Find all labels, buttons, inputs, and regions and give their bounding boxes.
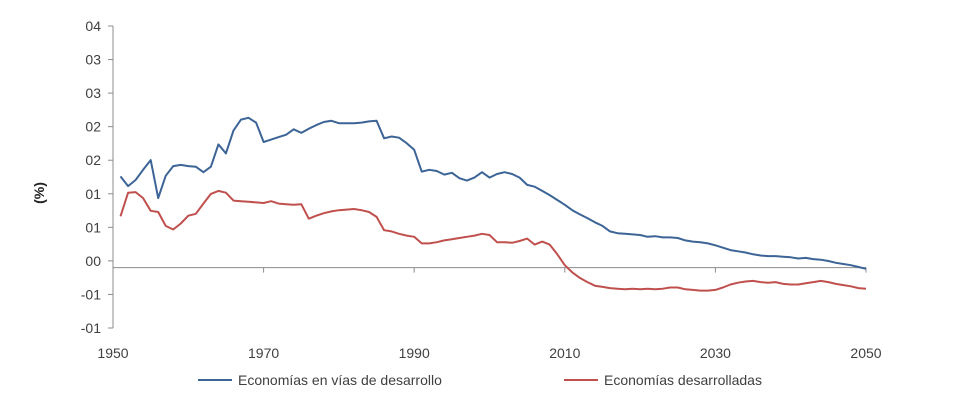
y-tick-label: 01 — [85, 186, 101, 202]
y-axis-label-group: (%) — [31, 182, 47, 204]
y-axis-label: (%) — [31, 182, 47, 204]
y-tick-label: -01 — [81, 286, 101, 302]
x-tick-label: 1970 — [248, 345, 279, 361]
series-line-developed — [119, 189, 867, 292]
y-tick-label: 02 — [85, 152, 101, 168]
x-tick-label: 2050 — [850, 345, 881, 361]
series-lines — [119, 116, 867, 292]
y-tick-label: 02 — [85, 119, 101, 135]
x-tick-label: 2030 — [700, 345, 731, 361]
y-tick-label: 03 — [85, 85, 101, 101]
y-tick-label: 03 — [85, 52, 101, 68]
x-tick-label: 1990 — [399, 345, 430, 361]
legend-label-developed: Economías desarrolladas — [604, 372, 762, 388]
x-tick-label: 1950 — [97, 345, 128, 361]
x-tick-label: 2010 — [549, 345, 580, 361]
y-tick-label: 04 — [85, 18, 101, 34]
axes — [108, 25, 867, 329]
y-tick-label: -01 — [81, 320, 101, 336]
legend-label-developing: Economías en vías de desarrollo — [238, 372, 442, 388]
series-line-developing — [119, 116, 867, 270]
y-tick-label: 01 — [85, 219, 101, 235]
y-tick-label: 00 — [85, 253, 101, 269]
legend: Economías en vías de desarrollo Economía… — [198, 372, 762, 388]
tick-labels: 04 03 03 02 02 01 01 00 -01 -01 1950 1970 1990 2010 20… — [81, 18, 882, 361]
